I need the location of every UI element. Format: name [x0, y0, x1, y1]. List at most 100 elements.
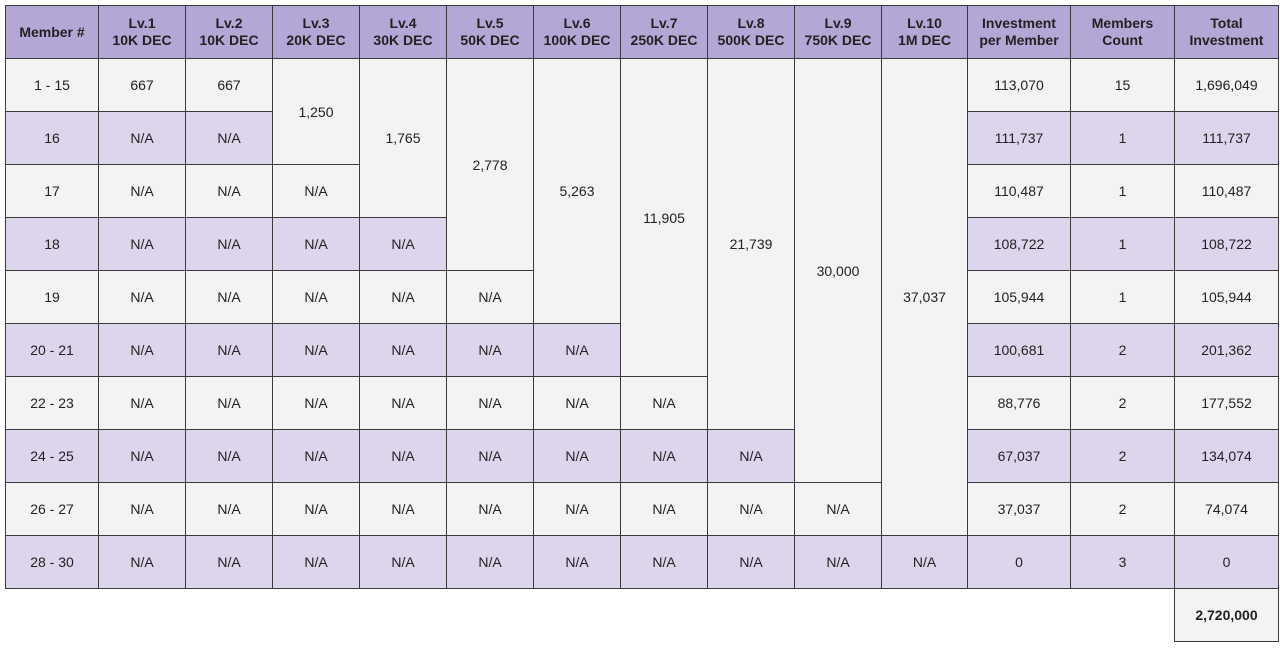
- grand-total-row: 2,720,000: [5, 588, 1279, 642]
- lv7-cell: N/A: [620, 429, 708, 483]
- header-lv9: Lv.9 750K DEC: [794, 5, 882, 59]
- lv4-cell: N/A: [359, 482, 447, 536]
- lv5-cell: N/A: [446, 482, 534, 536]
- investment-table: Member # Lv.1 10K DEC Lv.2 10K DEC Lv.3 20K…: [5, 5, 1279, 642]
- lv1-cell: N/A: [98, 270, 186, 324]
- count-cell: 2: [1070, 429, 1175, 483]
- lv6-cell: N/A: [533, 482, 621, 536]
- lv1-cell: N/A: [98, 164, 186, 218]
- lv7-merged-cell: 11,905: [620, 58, 708, 377]
- lv3-cell: N/A: [272, 164, 360, 218]
- header-investment-per-member: Investment per Member: [967, 5, 1071, 59]
- lv3-merged-cell: 1,250: [272, 58, 360, 165]
- lv6-cell: N/A: [533, 323, 621, 377]
- header-members-count: Members Count: [1070, 5, 1175, 59]
- investment-cell: 111,737: [967, 111, 1071, 165]
- investment-cell: 67,037: [967, 429, 1071, 483]
- table-row: 19 N/A N/A N/A N/A N/A 105,944 1 105,944: [5, 270, 1279, 324]
- lv3-cell: N/A: [272, 429, 360, 483]
- lv7-cell: N/A: [620, 376, 708, 430]
- count-cell: 2: [1070, 323, 1175, 377]
- lv4-cell: N/A: [359, 429, 447, 483]
- investment-cell: 0: [967, 535, 1071, 589]
- member-cell: 26 - 27: [5, 482, 99, 536]
- lv10-cell: N/A: [881, 535, 968, 589]
- header-lv6: Lv.6 100K DEC: [533, 5, 621, 59]
- count-cell: 1: [1070, 270, 1175, 324]
- lv1-cell: N/A: [98, 535, 186, 589]
- lv1-cell: N/A: [98, 482, 186, 536]
- lv3-cell: N/A: [272, 482, 360, 536]
- lv2-cell: 667: [185, 58, 273, 112]
- lv9-cell: N/A: [794, 482, 882, 536]
- investment-cell: 110,487: [967, 164, 1071, 218]
- lv5-cell: N/A: [446, 535, 534, 589]
- lv7-cell: N/A: [620, 535, 708, 589]
- member-cell: 19: [5, 270, 99, 324]
- lv4-cell: N/A: [359, 376, 447, 430]
- count-cell: 2: [1070, 376, 1175, 430]
- header-row: Member # Lv.1 10K DEC Lv.2 10K DEC Lv.3 20K…: [5, 5, 1279, 59]
- member-cell: 1 - 15: [5, 58, 99, 112]
- lv6-merged-cell: 5,263: [533, 58, 621, 324]
- lv1-cell: N/A: [98, 376, 186, 430]
- total-cell: 177,552: [1174, 376, 1279, 430]
- lv7-cell: N/A: [620, 482, 708, 536]
- lv6-cell: N/A: [533, 535, 621, 589]
- lv4-cell: N/A: [359, 323, 447, 377]
- lv5-merged-cell: 2,778: [446, 58, 534, 271]
- lv1-cell: N/A: [98, 429, 186, 483]
- lv3-cell: N/A: [272, 323, 360, 377]
- lv2-cell: N/A: [185, 482, 273, 536]
- investment-cell: 113,070: [967, 58, 1071, 112]
- lv4-cell: N/A: [359, 535, 447, 589]
- lv5-cell: N/A: [446, 429, 534, 483]
- total-cell: 108,722: [1174, 217, 1279, 271]
- lv4-cell: N/A: [359, 270, 447, 324]
- lv1-cell: N/A: [98, 323, 186, 377]
- count-cell: 3: [1070, 535, 1175, 589]
- header-lv5: Lv.5 50K DEC: [446, 5, 534, 59]
- member-cell: 17: [5, 164, 99, 218]
- lv1-cell: N/A: [98, 217, 186, 271]
- lv2-cell: N/A: [185, 217, 273, 271]
- total-cell: 0: [1174, 535, 1279, 589]
- grand-total-spacer: [5, 588, 1175, 642]
- total-cell: 111,737: [1174, 111, 1279, 165]
- lv2-cell: N/A: [185, 164, 273, 218]
- table-row: 16 N/A N/A 111,737 1 111,737: [5, 111, 1279, 165]
- count-cell: 1: [1070, 217, 1175, 271]
- lv1-cell: 667: [98, 58, 186, 112]
- member-cell: 16: [5, 111, 99, 165]
- member-cell: 22 - 23: [5, 376, 99, 430]
- table-row: 26 - 27 N/A N/A N/A N/A N/A N/A N/A N/A …: [5, 482, 1279, 536]
- table-row: 20 - 21 N/A N/A N/A N/A N/A N/A 100,681 …: [5, 323, 1279, 377]
- header-lv3: Lv.3 20K DEC: [272, 5, 360, 59]
- lv3-cell: N/A: [272, 270, 360, 324]
- header-lv10: Lv.10 1M DEC: [881, 5, 968, 59]
- lv10-merged-cell: 37,037: [881, 58, 968, 536]
- count-cell: 1: [1070, 111, 1175, 165]
- header-lv1: Lv.1 10K DEC: [98, 5, 186, 59]
- total-cell: 201,362: [1174, 323, 1279, 377]
- lv6-cell: N/A: [533, 376, 621, 430]
- investment-cell: 105,944: [967, 270, 1071, 324]
- grand-total-cell: 2,720,000: [1174, 588, 1279, 642]
- lv2-cell: N/A: [185, 376, 273, 430]
- lv5-cell: N/A: [446, 270, 534, 324]
- table-row: 18 N/A N/A N/A N/A 108,722 1 108,722: [5, 217, 1279, 271]
- lv3-cell: N/A: [272, 376, 360, 430]
- total-cell: 105,944: [1174, 270, 1279, 324]
- total-cell: 1,696,049: [1174, 58, 1279, 112]
- lv2-cell: N/A: [185, 111, 273, 165]
- table-row: 22 - 23 N/A N/A N/A N/A N/A N/A N/A 88,7…: [5, 376, 1279, 430]
- lv1-cell: N/A: [98, 111, 186, 165]
- lv8-merged-cell: 21,739: [707, 58, 795, 430]
- total-cell: 134,074: [1174, 429, 1279, 483]
- count-cell: 15: [1070, 58, 1175, 112]
- table-row: 24 - 25 N/A N/A N/A N/A N/A N/A N/A N/A …: [5, 429, 1279, 483]
- lv9-cell: N/A: [794, 535, 882, 589]
- header-lv8: Lv.8 500K DEC: [707, 5, 795, 59]
- member-cell: 28 - 30: [5, 535, 99, 589]
- header-total-investment: Total Investment: [1174, 5, 1279, 59]
